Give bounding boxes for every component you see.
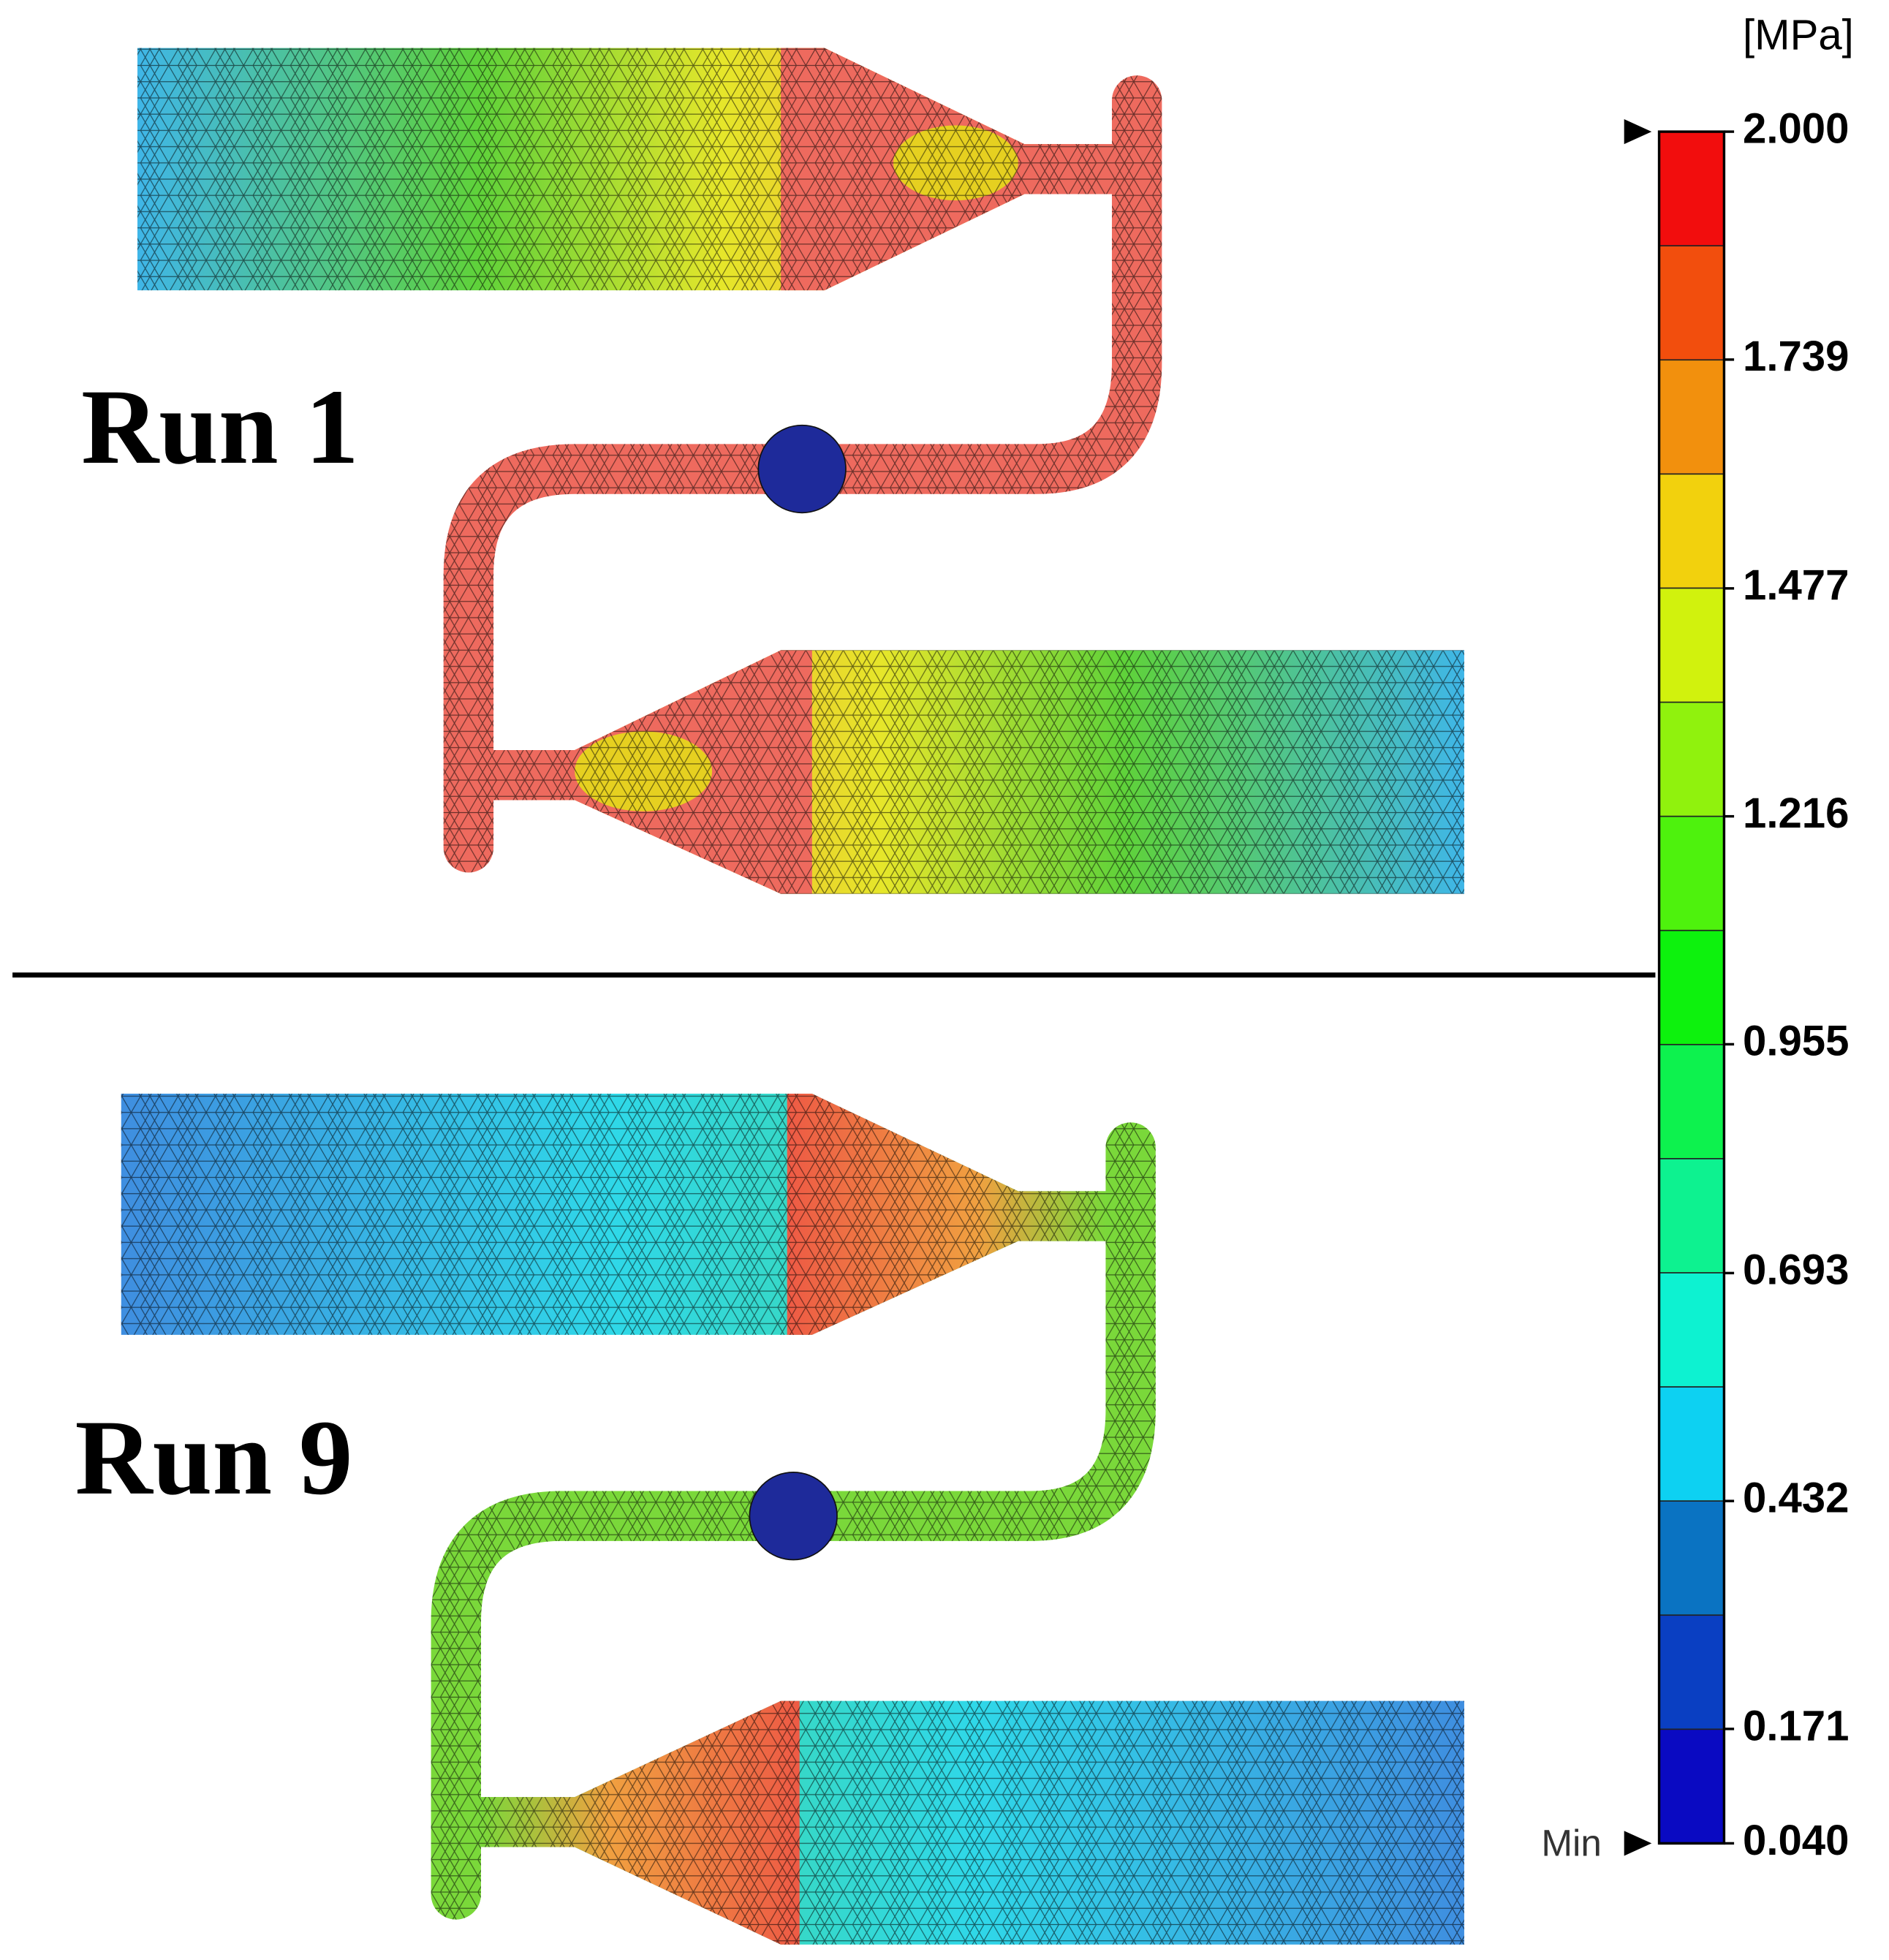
max-arrow (1624, 119, 1652, 145)
colorbar-band (1658, 1386, 1725, 1502)
colorbar-band (1658, 245, 1725, 361)
colorbar-band (1658, 473, 1725, 590)
colorbar-band (1658, 1500, 1725, 1616)
colorbar-band (1658, 1272, 1725, 1388)
colorbar-frame (1657, 130, 1726, 1845)
run-label: Run 9 (75, 1398, 353, 1517)
tick-label: 0.040 (1743, 1817, 1849, 1864)
colorbar-unit: [MPa] (1743, 11, 1854, 58)
tick-label: 0.955 (1743, 1018, 1849, 1065)
tick-label: 0.432 (1743, 1474, 1849, 1521)
colorbar-band (1658, 929, 1725, 1046)
colorbar-band (1658, 359, 1725, 476)
tick-label: 1.477 (1743, 561, 1849, 609)
tick-label: 0.171 (1743, 1702, 1849, 1749)
run-9-mesh (121, 1094, 1464, 1945)
colorbar-band (1658, 815, 1725, 932)
min-arrow (1624, 1831, 1652, 1856)
run-1-mesh (137, 48, 1464, 894)
colorbar-band (1658, 701, 1725, 818)
tick-label: 1.216 (1743, 790, 1849, 837)
colorbar-band (1658, 1043, 1725, 1160)
colorbar-band (1658, 1158, 1725, 1274)
run-label: Run 1 (81, 367, 359, 486)
colorbar-band (1658, 587, 1725, 704)
colorbar-band (1658, 1728, 1725, 1845)
tick-label: 0.693 (1743, 1246, 1849, 1294)
tick-label: 1.739 (1743, 333, 1849, 380)
colorbar: 2.000 1.739 1.477 1.216 0.955 0.693 0.432 0.171… (1657, 105, 1849, 1864)
colorbar-band (1658, 1614, 1725, 1731)
tick-label: 2.000 (1743, 105, 1849, 152)
colorbar-band (1658, 131, 1725, 247)
min-label: Min (1541, 1822, 1602, 1863)
